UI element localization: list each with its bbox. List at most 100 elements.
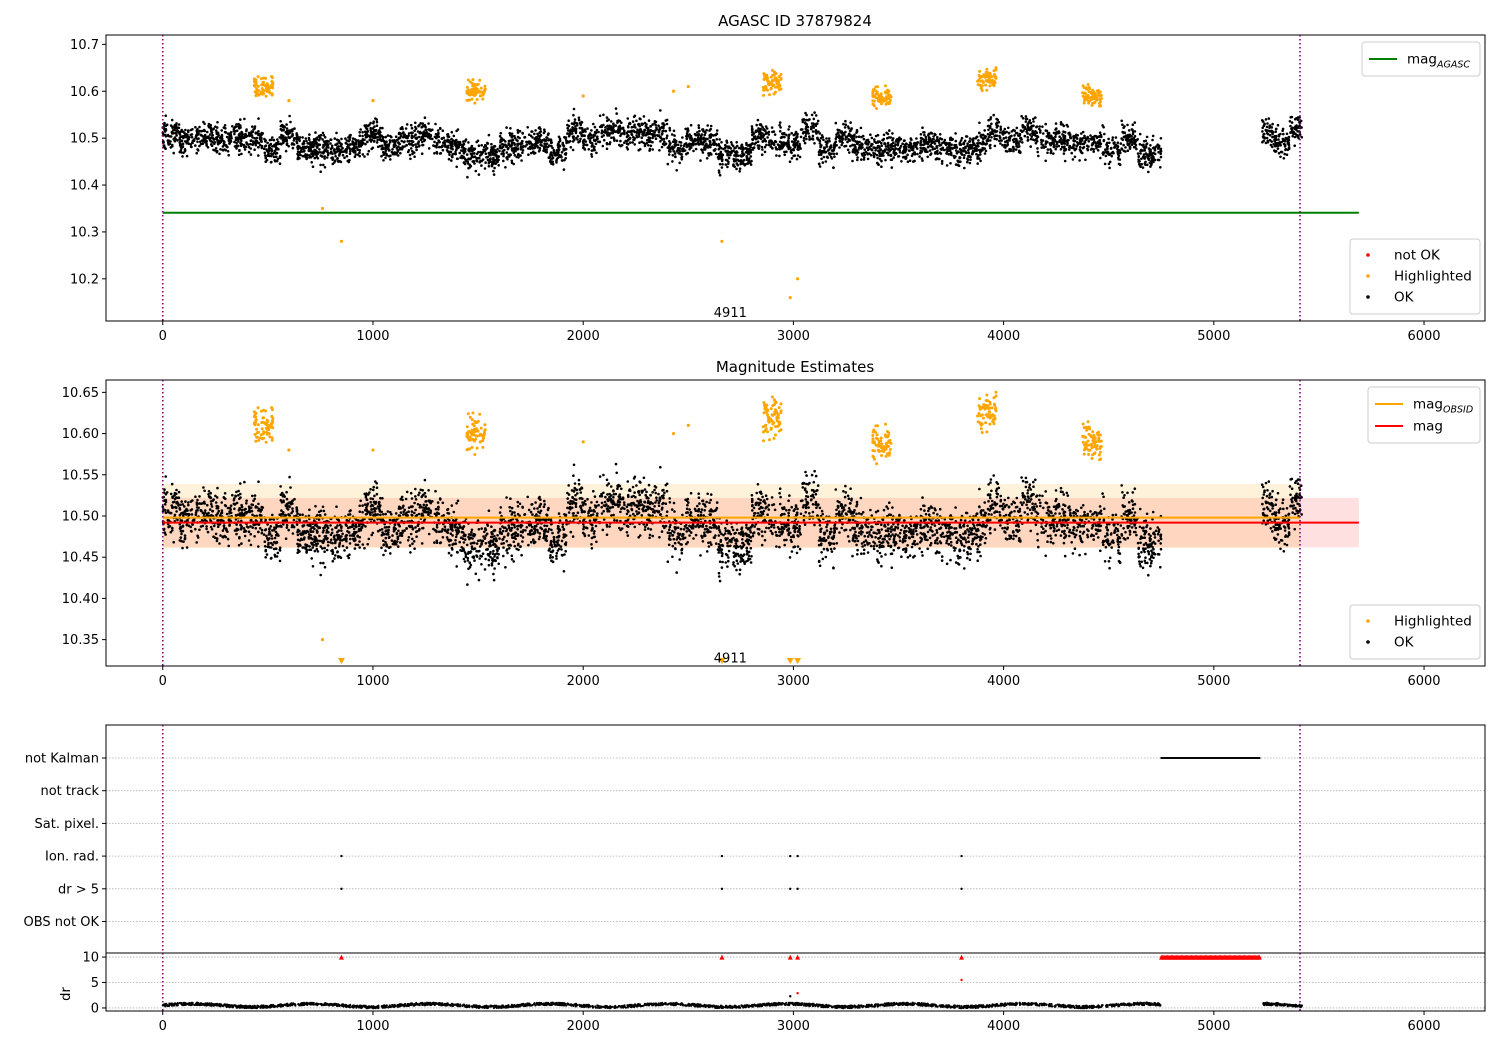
ok-point: [1034, 141, 1038, 145]
ok-point: [175, 124, 178, 127]
ok-point: [399, 151, 402, 155]
ok-point: [859, 126, 863, 130]
ok-point: [648, 137, 651, 141]
ok-point: [299, 153, 302, 157]
ok-point: [176, 129, 180, 133]
ok-point: [333, 149, 336, 153]
ok-point: [448, 153, 451, 157]
ok-point: [1139, 152, 1142, 155]
ok-point: [947, 153, 951, 156]
ok-point: [375, 120, 379, 124]
ok-point: [403, 140, 406, 143]
ok-point: [276, 140, 280, 144]
ok-point: [271, 136, 274, 139]
highlighted-point: [1087, 90, 1091, 94]
ok-point: [190, 145, 193, 149]
ok-point: [1018, 507, 1022, 511]
ok-point: [915, 137, 918, 140]
ok-point: [1135, 147, 1138, 151]
ok-point: [366, 140, 369, 144]
ok-point: [352, 141, 355, 144]
ok-point: [849, 121, 852, 124]
ok-point: [626, 117, 630, 120]
ok-point: [773, 133, 777, 136]
ok-point: [565, 139, 568, 142]
legend-marker-swatch: [1366, 274, 1370, 278]
ok-point: [373, 132, 376, 136]
ok-point: [257, 145, 260, 149]
highlighted-point: [884, 84, 887, 88]
ok-point: [292, 143, 296, 146]
ok-point: [718, 173, 722, 177]
ok-point: [202, 128, 206, 132]
ok-point: [739, 162, 742, 166]
ok-point: [663, 140, 666, 143]
ok-point: [198, 129, 201, 133]
ok-point: [843, 126, 847, 129]
ok-point: [1149, 153, 1152, 157]
ok-point: [423, 123, 427, 127]
ok-point: [484, 161, 487, 164]
ok-point: [1101, 151, 1105, 155]
highlighted-point: [788, 295, 792, 300]
ok-point: [1133, 134, 1137, 138]
ok-point: [814, 114, 818, 117]
ok-point: [1110, 546, 1113, 549]
ok-point: [705, 157, 709, 160]
ok-point: [361, 138, 365, 141]
highlighted-point: [720, 239, 724, 243]
highlighted-point: [990, 75, 994, 79]
ok-point: [640, 136, 644, 139]
highlighted-point: [265, 84, 269, 88]
ok-point: [569, 146, 573, 149]
ok-point: [220, 129, 223, 132]
ok-point: [270, 138, 273, 142]
ok-point: [414, 145, 418, 149]
ok-point: [363, 155, 366, 158]
ok-point: [1072, 147, 1076, 150]
ok-point: [928, 144, 932, 148]
ok-point: [1264, 128, 1268, 132]
ok-point: [1086, 137, 1089, 140]
ok-point: [997, 139, 1001, 143]
ok-point: [761, 140, 764, 143]
ok-point: [1004, 146, 1007, 149]
ok-point: [615, 139, 619, 142]
ok-point: [995, 117, 998, 121]
ok-point: [596, 137, 599, 141]
ok-point: [755, 123, 758, 127]
ok-point: [321, 138, 324, 141]
ok-point: [865, 146, 869, 149]
ok-point: [622, 129, 626, 132]
ok-point: [510, 159, 514, 163]
ok-point: [857, 146, 861, 149]
ok-point: [1003, 127, 1007, 131]
ok-point: [357, 141, 361, 145]
ok-point: [746, 152, 750, 155]
ok-point: [881, 138, 884, 142]
ok-point: [913, 142, 916, 145]
ok-point: [733, 146, 736, 150]
ok-point: [1052, 131, 1056, 135]
ok-point: [602, 134, 605, 137]
ok-point: [1149, 163, 1153, 167]
ok-point: [1028, 120, 1031, 124]
ok-point: [276, 147, 279, 150]
ok-point: [897, 155, 901, 158]
ok-point: [275, 159, 279, 163]
ok-point: [274, 143, 278, 146]
ok-point: [533, 144, 536, 147]
agasc-legend-lines: magAGASC: [1361, 41, 1481, 77]
ok-point: [516, 147, 520, 150]
ok-point: [931, 145, 934, 149]
ok-point: [1038, 125, 1041, 128]
ok-point: [1090, 143, 1094, 147]
ok-point: [298, 150, 302, 154]
ok-point: [1054, 135, 1057, 138]
highlighted-point: [978, 69, 982, 73]
ok-point: [840, 140, 844, 144]
ok-point: [411, 149, 414, 153]
highlighted-point: [265, 90, 269, 94]
ok-point: [289, 120, 292, 124]
ok-point: [572, 129, 576, 132]
